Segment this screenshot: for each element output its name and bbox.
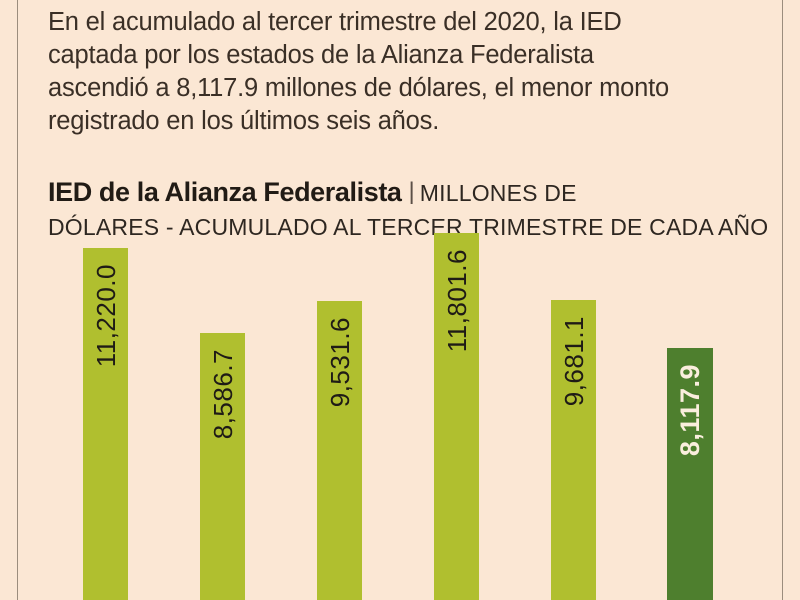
intro-line-4: registrado en los últimos seis años. <box>48 107 440 135</box>
bar-2[interactable]: 8,586.7 <box>200 333 245 600</box>
intro-line-1: En el acumulado al tercer trimestre del … <box>48 8 622 36</box>
bar-value-label-4: 11,801.6 <box>441 249 472 353</box>
bar-value-label-2: 8,586.7 <box>207 349 238 440</box>
chart-title-line-2: DÓLARES - ACUMULADO AL TERCER TRIMESTRE … <box>48 212 768 246</box>
chart-title-separator: | <box>408 178 415 205</box>
chart-title-line-1: IED de la Alianza Federalista | MILLONES D… <box>48 177 748 212</box>
chart-subtitle-part-1: MILLONES DE <box>419 180 577 206</box>
bar-1[interactable]: 11,220.0 <box>83 248 128 600</box>
left-border-rule <box>17 0 18 600</box>
bar-5[interactable]: 9,681.1 <box>551 300 596 600</box>
bar-value-label-6: 8,117.9 <box>674 364 705 457</box>
bar-4[interactable]: 11,801.6 <box>434 233 479 600</box>
bar-3[interactable]: 9,531.6 <box>317 301 362 600</box>
intro-line-2: captada por los estados de la Alianza Fe… <box>48 41 594 69</box>
chart-title-block: IED de la Alianza Federalista | MILLONES D… <box>48 177 768 246</box>
chart-title-strong: IED de la Alianza Federalista <box>48 177 402 207</box>
bar-value-label-5: 9,681.1 <box>558 316 589 407</box>
bar-value-label-3: 9,531.6 <box>324 317 355 408</box>
intro-paragraph: En el acumulado al tercer trimestre del … <box>48 6 738 138</box>
bar-6[interactable]: 8,117.9 <box>667 348 713 600</box>
right-border-rule <box>782 0 783 600</box>
intro-line-3: ascendió a 8,117.9 millones de dólares, … <box>48 74 669 102</box>
chart-subtitle-part-2: DÓLARES - ACUMULADO AL TERCER TRIMESTRE … <box>48 214 769 240</box>
bar-value-label-1: 11,220.0 <box>90 264 121 368</box>
